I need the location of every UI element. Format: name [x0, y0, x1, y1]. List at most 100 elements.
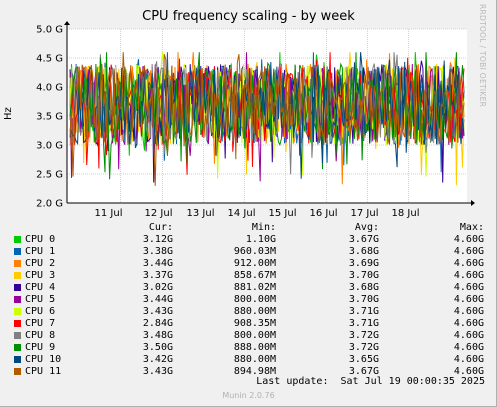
- legend-value-max: 4.60G: [453, 270, 484, 281]
- legend-swatch: [14, 284, 21, 291]
- legend-row: CPU 6 3.43G 880.00M 3.71G 4.60G: [0, 306, 497, 318]
- legend-swatch: [14, 368, 21, 375]
- legend-value-max: 4.60G: [453, 330, 484, 341]
- cpu-frequency-chart: 2.0 G 2.5 G 3.0 G 3.5 G 4.0 G 4.5 G 5.0 G 11 Ju…: [36, 21, 475, 219]
- legend-value-cur: 2.84G: [142, 318, 173, 329]
- y-tick-label: 4.5 G: [36, 54, 63, 65]
- legend-value-cur: 3.44G: [142, 294, 173, 305]
- y-tick-label: 3.0 G: [36, 141, 63, 152]
- y-tick-label: 2.0 G: [36, 199, 63, 210]
- legend-series-name: CPU 9: [25, 342, 56, 353]
- legend-value-max: 4.60G: [453, 318, 484, 329]
- legend-swatch: [14, 272, 21, 279]
- legend-row: CPU 7 2.84G 908.35M 3.71G 4.60G: [0, 318, 497, 330]
- legend-swatch: [14, 356, 21, 363]
- legend-header-max: Max:: [459, 222, 484, 233]
- legend-row: CPU 0 3.12G 1.10G 3.67G 4.60G: [0, 234, 497, 246]
- legend-swatch: [14, 260, 21, 267]
- legend-value-min: 800.00M: [233, 294, 276, 305]
- y-tick-label: 4.0 G: [36, 83, 63, 94]
- legend-value-max: 4.60G: [453, 282, 484, 293]
- legend-value-min: 912.00M: [233, 258, 276, 269]
- legend-value-max: 4.60G: [453, 246, 484, 257]
- legend-value-min: 880.00M: [233, 306, 276, 317]
- legend-swatch: [14, 332, 21, 339]
- legend-value-min: 1.10G: [245, 234, 276, 245]
- legend-series-name: CPU 7: [25, 318, 56, 329]
- legend-series-name: CPU 10: [25, 354, 62, 365]
- legend-series-name: CPU 2: [25, 258, 56, 269]
- legend-series-name: CPU 4: [25, 282, 56, 293]
- rrdtool-watermark: RRDTOOL / TOBI OETIKER: [478, 4, 487, 108]
- legend-series-name: CPU 1: [25, 246, 56, 257]
- legend-value-min: 800.00M: [233, 330, 276, 341]
- legend-value-avg: 3.67G: [348, 234, 379, 245]
- last-update: Last update: Sat Jul 19 00:00:35 2025: [256, 376, 485, 387]
- legend-series-name: CPU 3: [25, 270, 56, 281]
- legend-value-cur: 3.50G: [142, 342, 173, 353]
- legend-value-avg: 3.65G: [348, 354, 379, 365]
- legend-value-cur: 3.42G: [142, 354, 173, 365]
- legend-value-cur: 3.43G: [142, 306, 173, 317]
- legend-series-name: CPU 11: [25, 366, 62, 377]
- legend-row: CPU 8 3.48G 800.00M 3.72G 4.60G: [0, 330, 497, 342]
- legend-value-cur: 3.12G: [142, 234, 173, 245]
- legend-value-min: 908.35M: [233, 318, 276, 329]
- x-tick-label: 18 Jul: [392, 208, 420, 219]
- x-tick-label: 11 Jul: [95, 208, 123, 219]
- legend-value-avg: 3.70G: [348, 294, 379, 305]
- x-tick-label: 16 Jul: [310, 208, 338, 219]
- legend-value-cur: 3.37G: [142, 270, 173, 281]
- chart-title: CPU frequency scaling - by week: [142, 9, 355, 24]
- y-tick-label: 5.0 G: [36, 25, 63, 36]
- legend-value-avg: 3.71G: [348, 318, 379, 329]
- legend-value-min: 858.67M: [233, 270, 276, 281]
- legend-row: CPU 3 3.37G 858.67M 3.70G 4.60G: [0, 270, 497, 282]
- legend-swatch: [14, 248, 21, 255]
- legend-row: CPU 1 3.38G 960.03M 3.68G 4.60G: [0, 246, 497, 258]
- legend-swatch: [14, 344, 21, 351]
- x-tick-label: 14 Jul: [228, 208, 256, 219]
- x-tick-label: 13 Jul: [187, 208, 215, 219]
- legend-value-max: 4.60G: [453, 294, 484, 305]
- y-axis-arrow: [64, 21, 70, 25]
- legend-value-max: 4.60G: [453, 354, 484, 365]
- legend-value-avg: 3.67G: [348, 366, 379, 377]
- legend-series-name: CPU 5: [25, 294, 56, 305]
- legend-series-name: CPU 8: [25, 330, 56, 341]
- legend-value-avg: 3.72G: [348, 342, 379, 353]
- y-tick-label: 3.5 G: [36, 112, 63, 123]
- legend-value-max: 4.60G: [453, 234, 484, 245]
- legend-value-cur: 3.02G: [142, 282, 173, 293]
- legend-value-min: 960.03M: [233, 246, 276, 257]
- legend-value-avg: 3.70G: [348, 270, 379, 281]
- legend-header-cur: Cur:: [148, 222, 173, 233]
- legend-header-avg: Avg:: [354, 222, 379, 233]
- legend-row: CPU 9 3.50G 888.00M 3.72G 4.60G: [0, 342, 497, 354]
- legend-row: CPU 4 3.02G 881.02M 3.68G 4.60G: [0, 282, 497, 294]
- series-line-cpu-11: [69, 52, 465, 186]
- legend-value-max: 4.60G: [453, 366, 484, 377]
- legend-header-min: Min:: [251, 222, 276, 233]
- legend-value-avg: 3.68G: [348, 282, 379, 293]
- legend-series-name: CPU 6: [25, 306, 56, 317]
- legend-value-cur: 3.38G: [142, 246, 173, 257]
- x-tick-label: 17 Jul: [351, 208, 379, 219]
- legend-row: CPU 11 3.43G 894.98M 3.67G 4.60G: [0, 366, 497, 378]
- legend-value-max: 4.60G: [453, 306, 484, 317]
- legend-swatch: [14, 308, 21, 315]
- legend-swatch: [14, 296, 21, 303]
- legend-value-max: 4.60G: [453, 258, 484, 269]
- legend-swatch: [14, 236, 21, 243]
- legend-value-avg: 3.69G: [348, 258, 379, 269]
- x-tick-label: 12 Jul: [145, 208, 173, 219]
- legend-row: CPU 2 3.44G 912.00M 3.69G 4.60G: [0, 258, 497, 270]
- legend-value-max: 4.60G: [453, 342, 484, 353]
- series-line-cpu-10: [69, 52, 465, 179]
- legend-swatch: [14, 320, 21, 327]
- legend-value-cur: 3.44G: [142, 258, 173, 269]
- x-axis-arrow: [471, 200, 475, 206]
- legend-value-avg: 3.71G: [348, 306, 379, 317]
- legend-value-min: 881.02M: [233, 282, 276, 293]
- legend-value-avg: 3.72G: [348, 330, 379, 341]
